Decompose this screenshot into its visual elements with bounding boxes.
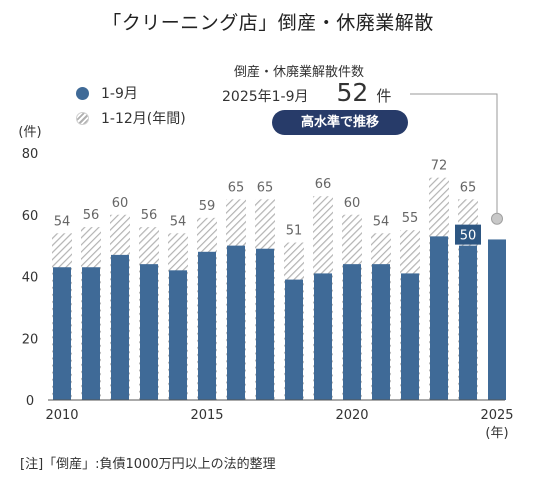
callout-value: 52 — [336, 78, 369, 107]
legend-item-1-9: 1-9月 — [76, 83, 138, 103]
x-axis-unit: (年) — [485, 426, 508, 441]
ytd-bar-2019 — [314, 273, 332, 400]
callout-unit: 件 — [376, 87, 392, 105]
callout-line: 2025年1-9月 52 件 — [222, 78, 391, 107]
annual-value-label-2022: 55 — [402, 211, 419, 226]
ytd-bar-2015 — [198, 251, 216, 400]
annual-value-label-2023: 72 — [431, 159, 448, 174]
ytd-bar-2016 — [227, 245, 245, 400]
ytd-bar-2023 — [430, 236, 448, 400]
callout-marker — [491, 212, 503, 225]
annual-value-label-2018: 51 — [286, 224, 303, 239]
x-tick-label-2015: 2015 — [190, 408, 223, 423]
callout-line — [410, 93, 498, 219]
annual-value-label-2010: 54 — [54, 214, 71, 229]
annual-value-label-2012: 60 — [112, 196, 129, 211]
annual-value-label-2015: 59 — [199, 199, 216, 214]
y-tick-label-60: 60 — [22, 209, 39, 224]
ytd-bar-2014 — [169, 270, 187, 400]
y-tick-label-20: 20 — [22, 332, 39, 347]
annual-value-label-2020: 60 — [344, 196, 361, 211]
ytd-bar-2024 — [459, 245, 477, 400]
y-axis-unit: (件) — [18, 125, 41, 140]
trend-badge: 高水準で推移 — [272, 110, 408, 135]
legend-label-1-9: 1-9月 — [101, 86, 138, 102]
callout-title: 倒産・休廃業解散件数 — [234, 65, 365, 80]
y-tick-label-40: 40 — [22, 271, 39, 286]
annual-value-label-2016: 65 — [228, 180, 245, 195]
ytd-bar-2020 — [343, 264, 361, 400]
ytd-bar-2021 — [372, 264, 390, 400]
legend-swatch-solid — [76, 86, 89, 100]
ytd-bar-2022 — [401, 273, 419, 400]
ytd-bar-2010 — [53, 267, 71, 400]
annual-value-label-2021: 54 — [373, 214, 390, 229]
callout-period: 2025年1-9月 — [222, 89, 309, 105]
ytd-value-badge-2024 — [455, 224, 481, 245]
x-tick-label-2010: 2010 — [45, 408, 78, 423]
legend-label-1-12: 1-12月(年間) — [101, 111, 186, 127]
annual-value-label-2017: 65 — [257, 180, 274, 195]
chart-title: 「クリーニング店」倒産・休廃業解散 — [102, 12, 434, 34]
ytd-bar-2012 — [111, 254, 129, 400]
annual-value-label-2024: 65 — [460, 180, 477, 195]
annual-value-label-2011: 56 — [83, 208, 100, 223]
x-tick-label-2020: 2020 — [335, 408, 368, 423]
legend-item-1-12: 1-12月(年間) — [76, 108, 186, 128]
footnote: [注]「倒産」:負債1000万円以上の法的整理 — [20, 457, 276, 472]
y-tick-label-0: 0 — [26, 394, 34, 409]
legend-swatch-hatched — [76, 111, 89, 125]
x-tick-label-2025: 2025 — [480, 408, 513, 423]
ytd-bar-2025 — [488, 239, 506, 400]
y-tick-label-80: 80 — [22, 147, 39, 162]
ytd-value-label-2024: 50 — [460, 229, 477, 244]
ytd-bar-2018 — [285, 279, 303, 400]
ytd-bar-2011 — [82, 267, 100, 400]
annual-value-label-2014: 54 — [170, 214, 187, 229]
ytd-bar-2017 — [256, 248, 274, 400]
annual-value-label-2013: 56 — [141, 208, 158, 223]
ytd-bar-2013 — [140, 264, 158, 400]
annual-value-label-2019: 66 — [315, 177, 332, 192]
